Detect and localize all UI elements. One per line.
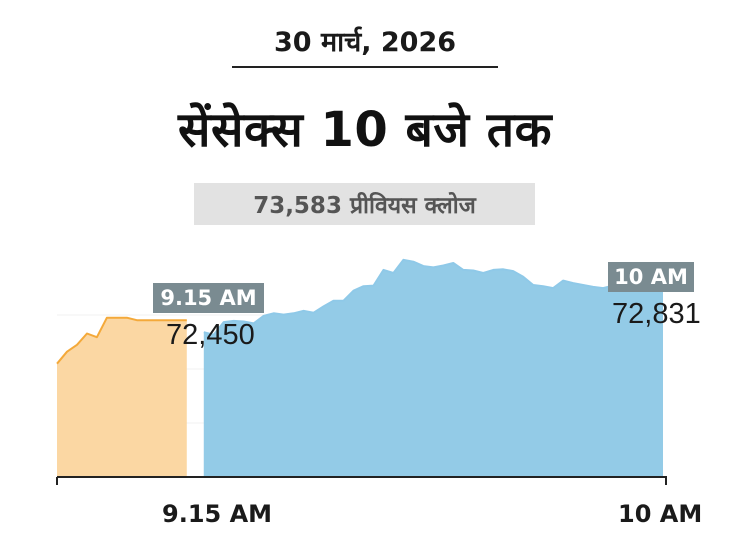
x-tick-label-start: 9.15 AM	[162, 500, 273, 528]
x-tick-label-end: 10 AM	[618, 500, 703, 528]
end-time-tag: 10 AM	[608, 262, 694, 292]
date-heading: 30 मार्च, 2026	[273, 27, 457, 58]
pre-open-series-area	[57, 317, 187, 477]
market-series-area	[203, 259, 664, 477]
start-time-tag: 9.15 AM	[153, 283, 264, 313]
previous-close-badge: 73,583 प्रीवियस क्लोज	[194, 183, 535, 225]
pre-open-series-line	[56, 316, 187, 365]
market-series-line	[203, 258, 664, 336]
date-underline	[232, 66, 498, 68]
end-value-label: 72,831	[612, 298, 701, 330]
chart-title: सेंसेक्स 10 बजे तक	[178, 102, 552, 158]
start-value-label: 72,450	[166, 319, 255, 351]
